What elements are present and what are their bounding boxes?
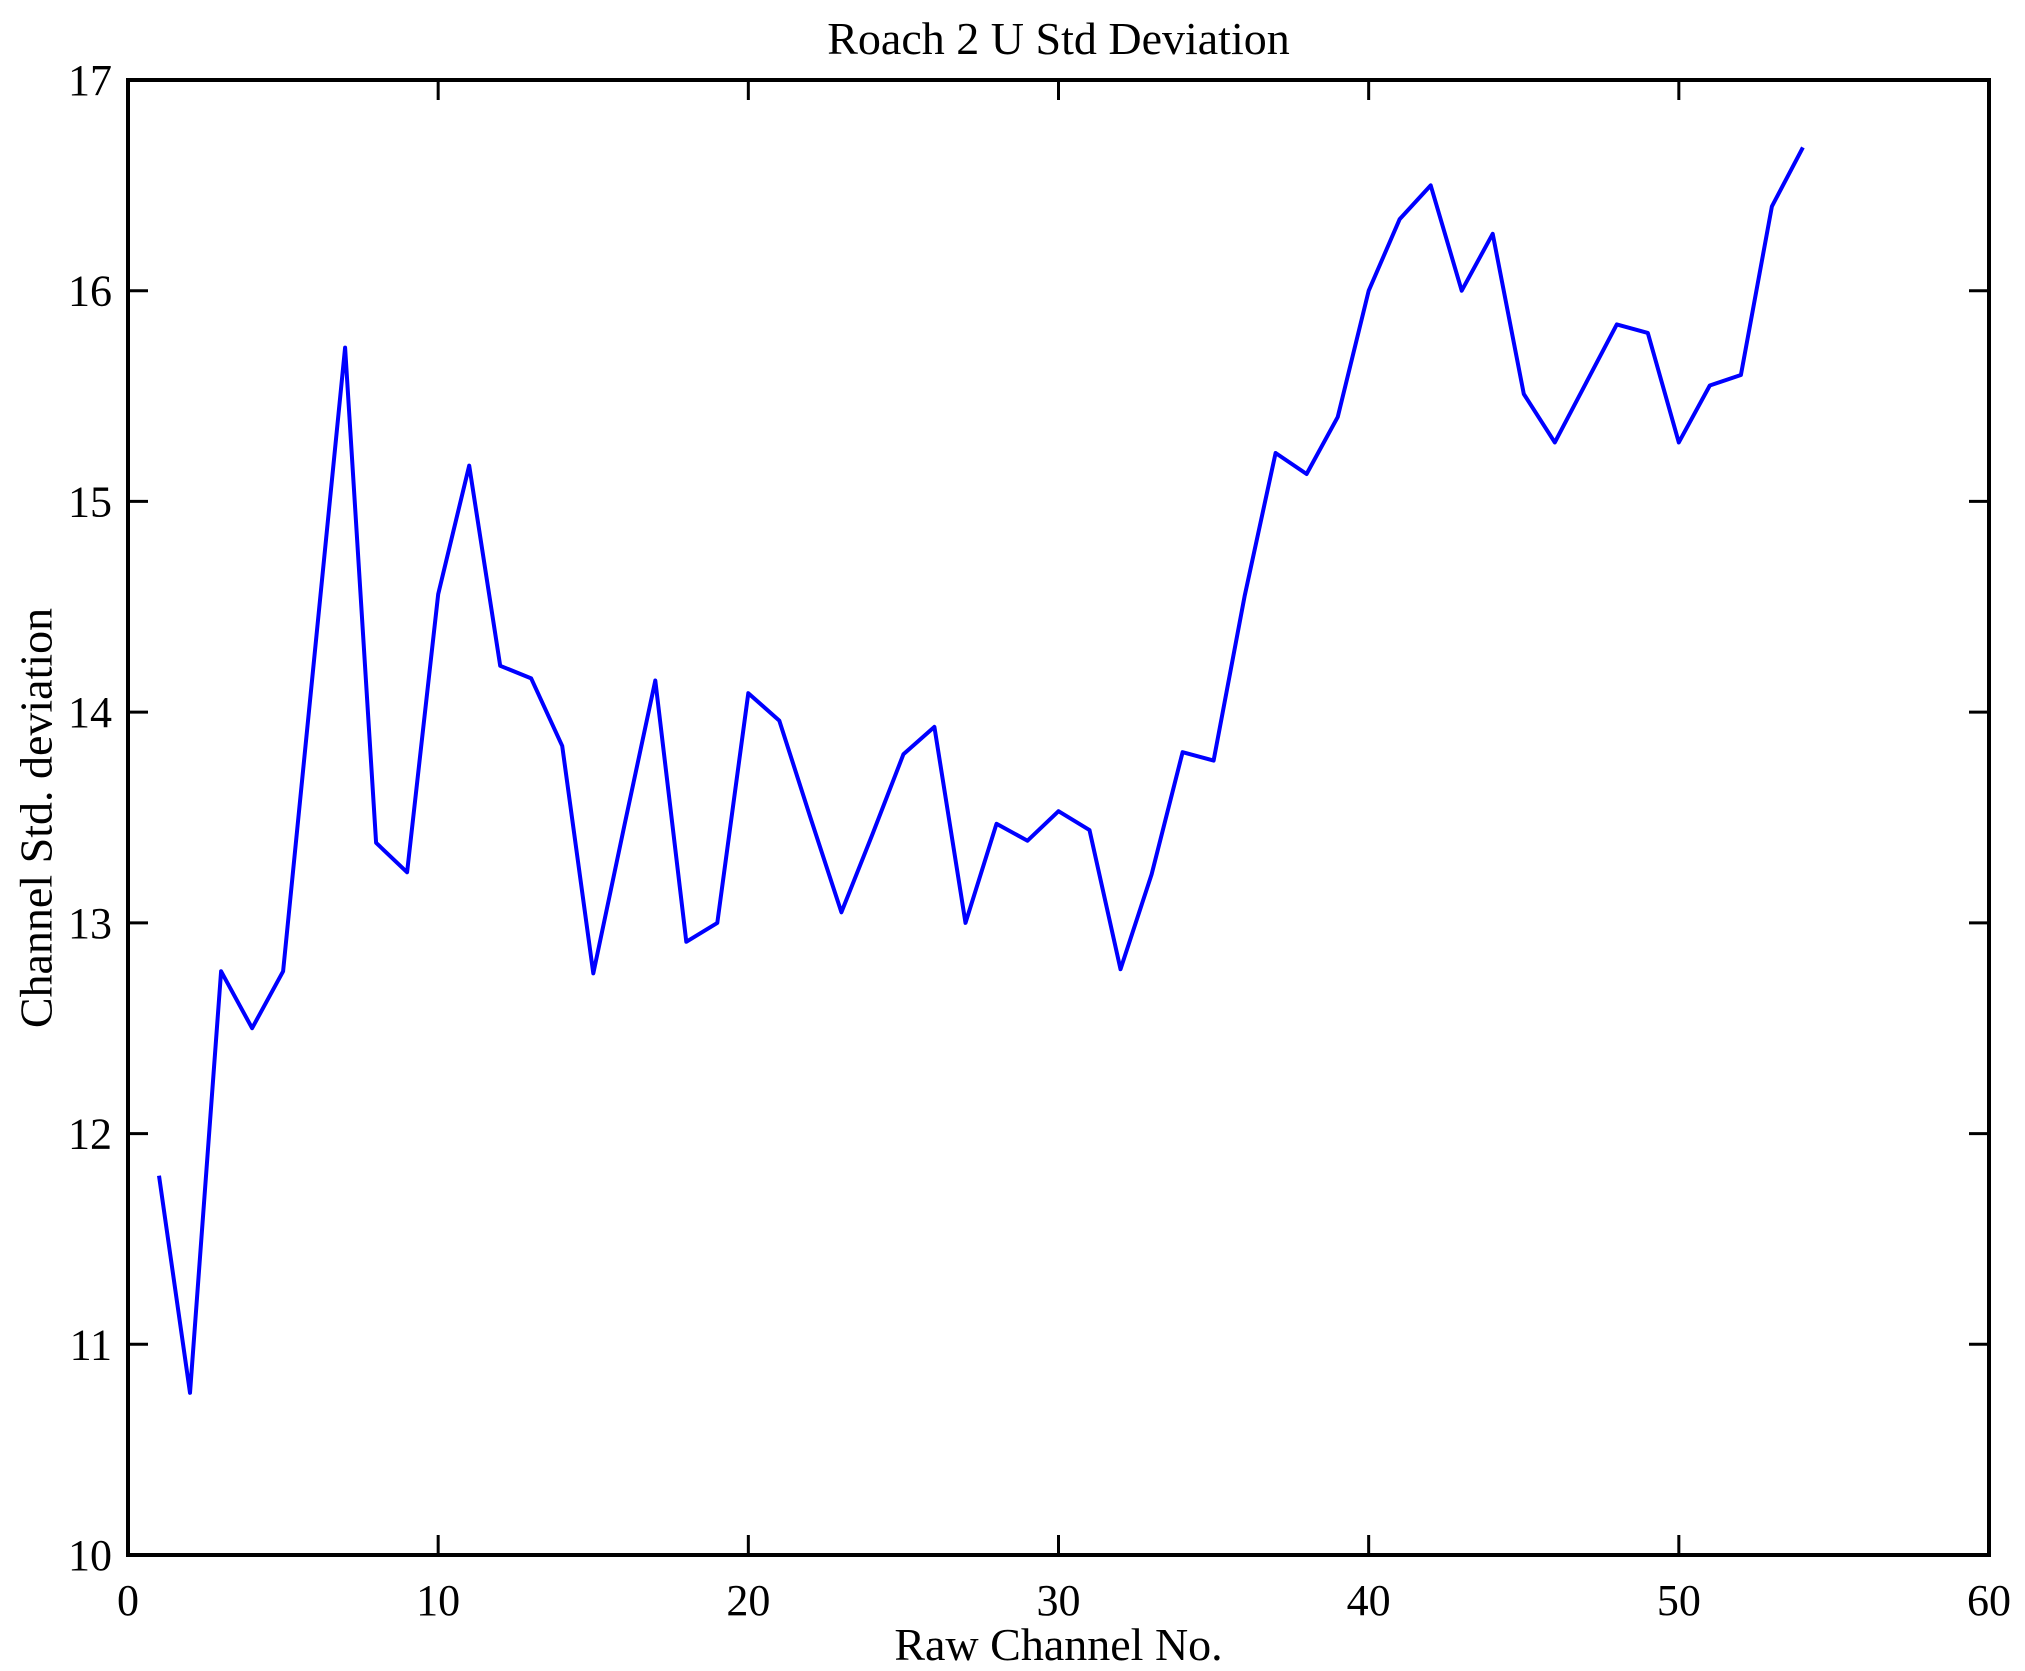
y-tick-label: 12 bbox=[68, 1110, 112, 1159]
x-tick-label: 20 bbox=[726, 1576, 770, 1625]
y-tick-label: 17 bbox=[68, 56, 112, 105]
chart-title: Roach 2 U Std Deviation bbox=[827, 13, 1290, 64]
x-tick-label: 30 bbox=[1037, 1576, 1081, 1625]
x-tick-label: 0 bbox=[117, 1576, 139, 1625]
y-tick-label: 13 bbox=[68, 899, 112, 948]
x-axis-label: Raw Channel No. bbox=[894, 1619, 1223, 1670]
x-tick-label: 10 bbox=[416, 1576, 460, 1625]
x-tick-label: 60 bbox=[1967, 1576, 2011, 1625]
y-tick-label: 15 bbox=[68, 477, 112, 526]
y-tick-label: 11 bbox=[70, 1320, 112, 1369]
x-tick-label: 40 bbox=[1347, 1576, 1391, 1625]
y-tick-label: 16 bbox=[68, 267, 112, 316]
y-tick-label: 14 bbox=[68, 688, 112, 737]
axes-box bbox=[126, 78, 1991, 1557]
x-tick-label: 50 bbox=[1657, 1576, 1701, 1625]
data-line bbox=[157, 146, 1805, 1395]
y-tick-label: 10 bbox=[68, 1531, 112, 1580]
y-axis-label: Channel Std. deviation bbox=[10, 607, 62, 1029]
